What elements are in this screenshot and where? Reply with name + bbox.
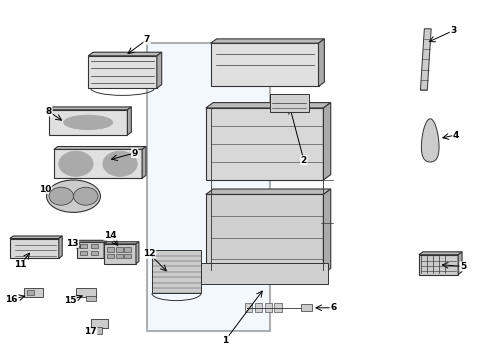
Text: 7: 7 (144, 35, 150, 44)
Bar (24, 288, 43, 297)
Polygon shape (323, 103, 331, 180)
Bar (88, 56, 157, 88)
Text: 17: 17 (84, 328, 97, 336)
Bar (107, 254, 114, 258)
Bar (270, 94, 309, 112)
Bar (116, 254, 122, 258)
Text: 13: 13 (66, 239, 79, 248)
Polygon shape (142, 147, 146, 178)
Bar (107, 247, 114, 252)
Bar (86, 296, 96, 301)
Text: 9: 9 (131, 149, 138, 158)
Polygon shape (10, 236, 62, 239)
Circle shape (49, 187, 74, 205)
Bar (10, 239, 59, 258)
Polygon shape (420, 29, 431, 90)
Bar (274, 303, 282, 312)
Bar (104, 244, 136, 264)
Polygon shape (419, 252, 462, 255)
Bar (116, 247, 122, 252)
Text: 16: 16 (5, 295, 18, 304)
Bar (265, 303, 272, 312)
Text: 14: 14 (104, 231, 117, 240)
Polygon shape (206, 103, 331, 108)
Bar (201, 263, 328, 284)
Bar (77, 242, 104, 258)
Bar (80, 244, 87, 248)
Polygon shape (127, 107, 131, 135)
Text: 8: 8 (46, 107, 52, 116)
Polygon shape (136, 242, 139, 264)
Bar (91, 244, 98, 248)
Bar (49, 110, 127, 135)
Polygon shape (421, 119, 439, 162)
Bar (245, 303, 252, 312)
Text: 3: 3 (450, 26, 456, 35)
Ellipse shape (47, 180, 100, 212)
Bar (27, 290, 34, 295)
Bar (124, 247, 131, 252)
Text: 4: 4 (452, 131, 459, 140)
Polygon shape (458, 252, 462, 275)
Bar (91, 251, 98, 255)
Text: 1: 1 (222, 336, 228, 345)
Bar (152, 250, 201, 293)
Ellipse shape (64, 115, 113, 130)
Circle shape (59, 151, 93, 176)
Text: 10: 10 (39, 185, 52, 194)
Polygon shape (77, 240, 107, 242)
Polygon shape (157, 52, 162, 88)
Bar (124, 254, 131, 258)
Text: 2: 2 (301, 156, 307, 165)
Polygon shape (54, 147, 146, 149)
Polygon shape (88, 52, 162, 56)
Polygon shape (318, 39, 324, 86)
Polygon shape (211, 39, 324, 43)
Bar (80, 251, 87, 255)
Bar (206, 194, 323, 274)
Text: 12: 12 (143, 249, 156, 258)
Bar (96, 327, 102, 334)
Bar (301, 304, 312, 311)
Polygon shape (104, 240, 107, 258)
Text: 6: 6 (330, 303, 336, 312)
Polygon shape (49, 107, 131, 110)
Polygon shape (206, 189, 331, 194)
Bar (211, 43, 318, 86)
Bar (419, 255, 458, 275)
Polygon shape (323, 189, 331, 274)
Bar (255, 303, 262, 312)
Bar (91, 319, 108, 328)
Text: 15: 15 (64, 296, 76, 305)
Text: 5: 5 (460, 262, 466, 271)
Polygon shape (104, 242, 139, 244)
Bar (206, 108, 323, 180)
Polygon shape (59, 236, 62, 258)
Bar (76, 288, 96, 297)
Text: 11: 11 (14, 260, 27, 269)
Bar (54, 149, 142, 178)
Circle shape (74, 187, 98, 205)
Circle shape (103, 151, 137, 176)
Bar (147, 43, 270, 331)
